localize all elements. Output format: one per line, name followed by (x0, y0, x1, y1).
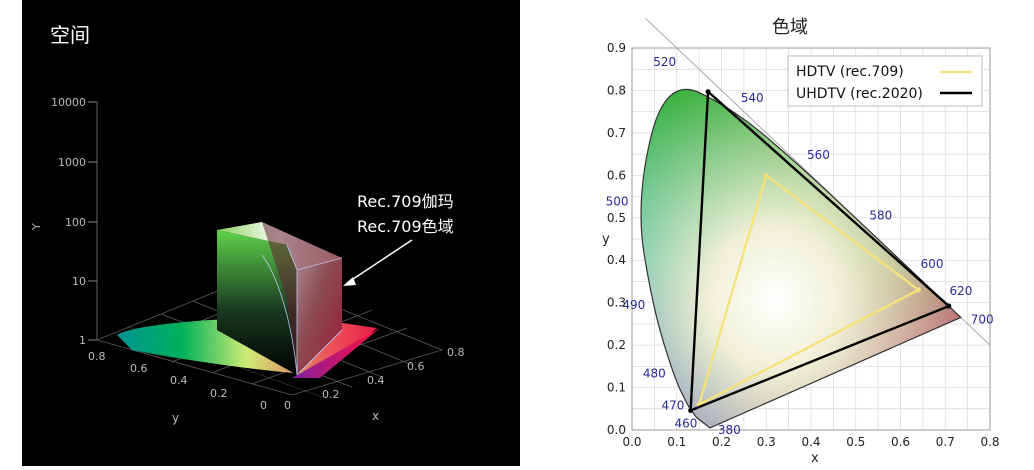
x-tick-label: 0.5 (846, 435, 865, 449)
gamut-solid-edges (261, 244, 343, 376)
gamut-vertex (946, 303, 952, 309)
floor-x-tick-0.8: 0.8 (447, 346, 465, 359)
wavelength-label-700: 700 (971, 312, 994, 326)
x-tick-label: 0.0 (622, 435, 641, 449)
y-axis-label: Y (30, 223, 43, 231)
y-tick-label: 0.5 (607, 211, 626, 225)
floor-y-label: y (172, 411, 179, 425)
floor-x-tick-0.2: 0.2 (322, 388, 340, 401)
floor-y-tick-0: 0 (260, 399, 267, 412)
chromaticity-panel: 色域 0.0 0.1 0.2 0.3 0.4 0.5 0.6 0.7 0.8 0.0 0.1 0.2 0… (540, 0, 1034, 466)
floor-y-tick-0.4: 0.4 (170, 374, 188, 387)
x-tick-label: 0.4 (801, 435, 820, 449)
x-axis-label: x (811, 451, 819, 466)
y-tick-1: 1 (79, 334, 86, 347)
wavelength-label-480: 480 (643, 367, 666, 381)
spectral-locus (640, 88, 962, 429)
floor-x-tick-0.4: 0.4 (367, 374, 385, 387)
left-title: 空间 (50, 23, 90, 47)
y-tick-1000: 1000 (58, 156, 86, 169)
space-3d-chart: 空间 10000 1000 100 10 1 Y (30, 23, 465, 425)
spectral-locus-fill (640, 89, 961, 428)
floor-x-label: x (372, 409, 379, 423)
annotation-arrow (346, 239, 413, 284)
wavelength-label-540: 540 (741, 91, 764, 105)
legend-label-uhdtv: UHDTV (rec.2020) (796, 86, 923, 102)
wavelength-label-620: 620 (949, 284, 972, 298)
x-tick-label: 0.3 (757, 435, 776, 449)
floor-y-tick-0.8: 0.8 (88, 350, 106, 363)
plot-frame (631, 47, 991, 431)
y-tick-label: 0.3 (607, 296, 626, 310)
floor-x-tick-0.6: 0.6 (407, 360, 425, 373)
right-title: 色域 (772, 17, 808, 38)
chart-axes: 0.0 0.1 0.2 0.3 0.4 0.5 0.6 0.7 0.8 0.0 0.1 0.2 0.3 0… (607, 41, 1000, 449)
wavelength-label-470: 470 (662, 398, 685, 412)
gamut-vertex (763, 172, 769, 178)
floor-x-tick-0: 0 (284, 399, 291, 412)
y-axis-ticks (88, 101, 97, 341)
legend-box (787, 55, 983, 107)
y-tick-label: 0.6 (607, 168, 626, 182)
x-tick-label: 0.1 (667, 435, 686, 449)
y-tick-label: 0.0 (607, 423, 626, 437)
wavelength-label-560: 560 (807, 148, 830, 162)
gamut-vertex (688, 407, 694, 413)
y-tick-label: 0.8 (607, 83, 626, 97)
wavelength-label-380: 380 (718, 423, 741, 437)
floor-y-tick-0.6: 0.6 (130, 362, 148, 375)
gamut-vertex (705, 89, 711, 95)
floor-red-wedge (292, 328, 380, 378)
space-3d-panel: 空间 10000 1000 100 10 1 Y (22, 0, 520, 466)
x-tick-label: 0.6 (891, 435, 910, 449)
annotation-gamut: Rec.709色域 (357, 217, 454, 236)
gamut-triangle-uhdtv (689, 89, 952, 413)
gamut-triangle-hdtv (697, 173, 921, 407)
wavelength-labels: 380 460 470 480 490 500 520 540 560 580 600 620 700 (606, 55, 994, 437)
gamut-solid-front (262, 222, 342, 375)
chromaticity-chart: 色域 0.0 0.1 0.2 0.3 0.4 0.5 0.6 0.7 0.80.00.10.20… (602, 17, 1000, 466)
x-tick-label: 0.2 (712, 435, 731, 449)
wavelength-label-600: 600 (921, 257, 944, 271)
x-tick-label: 0.8 (980, 435, 999, 449)
wavelength-label-460: 460 (674, 416, 697, 430)
y-tick-100: 100 (65, 216, 86, 229)
wavelength-label-580: 580 (869, 208, 892, 222)
gamut-series (688, 89, 952, 413)
y-tick-label: 0.7 (607, 126, 626, 140)
x-tick-label: 0.7 (936, 435, 955, 449)
chart-legend: HDTV (rec.709) UHDTV (rec.2020) (787, 55, 983, 107)
floor-y-tick-0.2: 0.2 (210, 387, 228, 400)
locus-outline (640, 88, 962, 429)
legend-label-hdtv: HDTV (rec.709) (796, 64, 904, 80)
y-tick-label: 0.4 (607, 253, 626, 267)
wavelength-label-490: 490 (622, 298, 645, 312)
gamut-vertex (915, 287, 921, 293)
y-axis-label: y (602, 232, 610, 247)
wavelength-label-500: 500 (606, 194, 629, 208)
y-tick-label: 0.9 (607, 41, 626, 55)
locus-fill-white (640, 89, 961, 428)
annotation-arrow-head (343, 277, 356, 286)
y-tick-10: 10 (72, 275, 86, 288)
wavelength-label-520: 520 (653, 55, 676, 69)
y-tick-label: 0.2 (607, 338, 626, 352)
y-tick-label: 0.1 (607, 381, 626, 395)
y-tick-10000: 10000 (51, 96, 86, 109)
annotation-gamma: Rec.709伽玛 (357, 192, 454, 211)
